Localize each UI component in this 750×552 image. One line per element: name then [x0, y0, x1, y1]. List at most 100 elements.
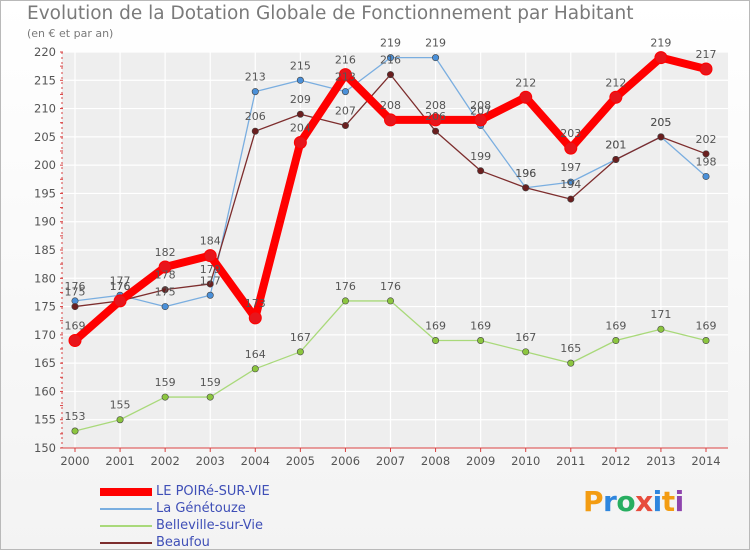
- data-point: [657, 325, 665, 333]
- y-tick-label: 220: [34, 45, 56, 59]
- legend-label: La Génétouze: [156, 501, 246, 516]
- data-label: 196: [515, 167, 536, 180]
- data-point: [338, 68, 352, 82]
- legend-label: LE POIRé-SUR-VIE: [156, 484, 270, 499]
- data-point: [206, 393, 214, 401]
- data-label: 153: [65, 410, 86, 423]
- data-label: 167: [290, 331, 311, 344]
- legend-swatch: [100, 508, 152, 510]
- y-tick-label: 155: [34, 413, 56, 427]
- y-tick-label: 150: [34, 441, 56, 455]
- data-point: [68, 334, 82, 348]
- legend-item: Belleville-sur-Vie: [100, 518, 360, 535]
- y-tick-label: 195: [34, 186, 56, 200]
- y-tick-label: 205: [34, 130, 56, 144]
- data-point: [477, 337, 485, 345]
- data-label: 216: [380, 54, 401, 67]
- data-point: [203, 249, 217, 263]
- data-point: [251, 88, 259, 96]
- data-point: [522, 184, 530, 192]
- data-label: 199: [470, 150, 491, 163]
- data-point: [296, 76, 304, 84]
- legend-label: Beaufou: [156, 535, 210, 550]
- x-tick-label: 2008: [421, 454, 450, 468]
- x-tick-label: 2012: [601, 454, 630, 468]
- data-label: 212: [605, 76, 626, 89]
- data-label: 169: [470, 320, 491, 333]
- data-point: [702, 337, 710, 345]
- data-label: 201: [605, 138, 626, 151]
- x-tick-label: 2007: [376, 454, 405, 468]
- data-point: [474, 113, 488, 127]
- data-point: [251, 127, 259, 135]
- data-label: 176: [110, 280, 131, 293]
- data-label: 178: [155, 269, 176, 282]
- data-label: 175: [155, 286, 176, 299]
- data-point: [564, 141, 578, 155]
- data-point: [567, 195, 575, 203]
- data-label: 203: [560, 127, 581, 140]
- y-tick-label: 200: [34, 158, 56, 172]
- legend-swatch: [100, 542, 152, 544]
- data-point: [522, 348, 530, 356]
- y-tick-label: 180: [34, 271, 56, 285]
- legend-item: La Génétouze: [100, 501, 360, 518]
- data-point: [654, 51, 668, 65]
- data-label: 215: [290, 59, 311, 72]
- data-point: [702, 150, 710, 158]
- y-tick-label: 165: [34, 356, 56, 370]
- data-point: [432, 127, 440, 135]
- data-label: 167: [515, 331, 536, 344]
- data-label: 175: [65, 286, 86, 299]
- data-point: [699, 62, 713, 76]
- x-tick-label: 2000: [60, 454, 89, 468]
- data-label: 207: [335, 105, 356, 118]
- y-tick-label: 160: [34, 384, 56, 398]
- data-label: 213: [245, 71, 266, 84]
- data-label: 208: [425, 99, 446, 112]
- data-label: 204: [290, 122, 311, 135]
- data-point: [432, 54, 440, 62]
- data-point: [251, 365, 259, 373]
- data-point: [429, 113, 443, 127]
- data-label: 217: [696, 48, 717, 61]
- data-label: 176: [110, 280, 131, 293]
- data-label: 176: [65, 280, 86, 293]
- data-point: [296, 110, 304, 118]
- legend-item: Beaufou: [100, 535, 360, 552]
- data-point: [296, 348, 304, 356]
- y-tick-label: 190: [34, 215, 56, 229]
- data-label: 201: [605, 138, 626, 151]
- y-tick-label: 175: [34, 300, 56, 314]
- data-point: [161, 286, 169, 294]
- data-label: 219: [380, 37, 401, 50]
- chart-title: Evolution de la Dotation Globale de Fonc…: [27, 3, 634, 24]
- data-label: 159: [200, 376, 221, 389]
- data-label: 169: [696, 320, 717, 333]
- legend-label: Belleville-sur-Vie: [156, 518, 264, 533]
- data-point: [609, 90, 623, 104]
- data-label: 171: [650, 308, 671, 321]
- y-tick-label: 210: [34, 102, 56, 116]
- data-label: 206: [245, 110, 266, 123]
- legend-swatch: [100, 488, 152, 496]
- data-label: 219: [425, 37, 446, 50]
- data-label: 205: [650, 116, 671, 129]
- data-point: [386, 71, 394, 79]
- data-point: [612, 155, 620, 163]
- data-label: 205: [650, 116, 671, 129]
- data-point: [477, 167, 485, 175]
- data-point: [341, 297, 349, 305]
- data-label: 213: [335, 71, 356, 84]
- data-point: [71, 303, 79, 311]
- data-label: 196: [515, 167, 536, 180]
- x-tick-label: 2003: [196, 454, 225, 468]
- x-tick-label: 2014: [691, 454, 720, 468]
- y-tick-label: 185: [34, 243, 56, 257]
- data-label: 212: [515, 76, 536, 89]
- x-tick-label: 2011: [556, 454, 585, 468]
- data-point: [341, 122, 349, 130]
- data-label: 169: [605, 320, 626, 333]
- data-point: [71, 427, 79, 435]
